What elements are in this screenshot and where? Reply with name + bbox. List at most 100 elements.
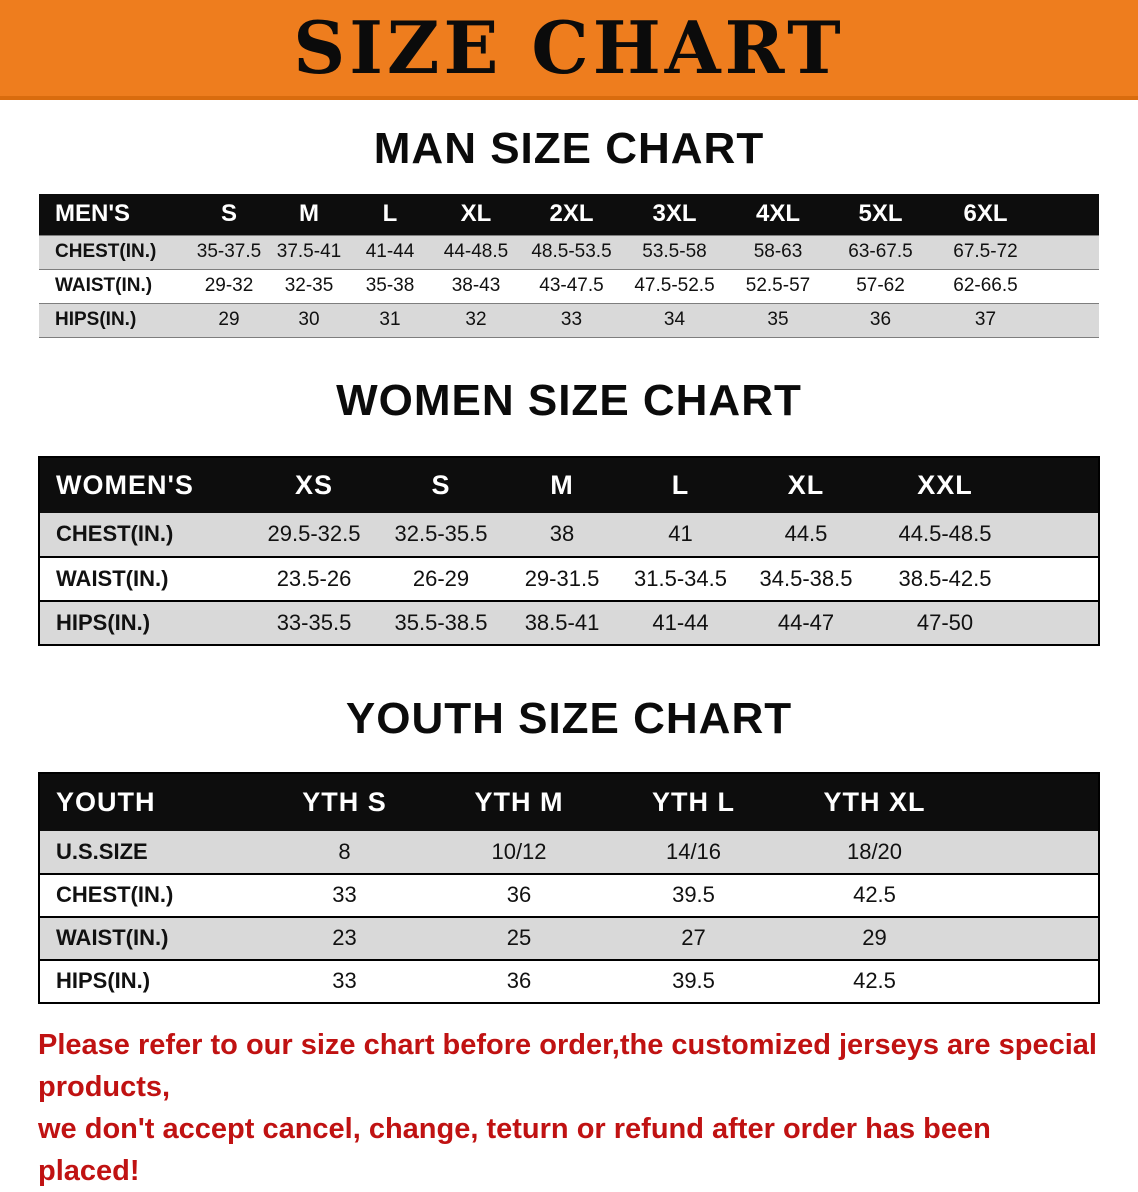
- size-value-cell: 41-44: [365, 241, 415, 262]
- column-header: 6XL: [932, 194, 1099, 235]
- table-row: HIPS(IN.) 29 30 31 32 33 34 35 36 37: [39, 303, 1099, 337]
- column-header: YTH XL: [781, 772, 1099, 831]
- table-row: WAIST(IN.) 23 25 27 29: [39, 916, 1099, 960]
- size-value-cell: 42.5: [853, 968, 896, 993]
- size-value-cell: 29: [862, 925, 887, 950]
- column-header: XXL: [872, 456, 1099, 513]
- table-title-cell: MEN'S: [39, 194, 189, 235]
- size-value-cell: 33: [560, 309, 583, 330]
- size-value-cell: 32-35: [284, 275, 334, 296]
- column-header: YTH S: [257, 772, 432, 831]
- size-value-cell: 67.5-72: [953, 241, 1018, 262]
- table-row: WAIST(IN.) 23.5-26 26-29 29-31.5 31.5-34.5 34…: [39, 556, 1099, 601]
- row-label: CHEST(IN.): [56, 521, 174, 546]
- size-value-cell: 29-31.5: [524, 565, 600, 591]
- column-header: M: [503, 456, 621, 513]
- size-value-cell: 32: [465, 309, 487, 330]
- table-row: U.S.SIZE 8 10/12 14/16 18/20: [39, 830, 1099, 874]
- size-value-cell: 41-44: [652, 609, 709, 635]
- table-header-row: YOUTH YTH S YTH M YTH L YTH XL: [39, 772, 1099, 831]
- size-value-cell: 38-43: [451, 275, 501, 296]
- size-value-cell: 30: [298, 309, 320, 330]
- table-row: CHEST(IN.) 29.5-32.5 32.5-35.5 38 41 44.5 44.5…: [39, 512, 1099, 557]
- size-value-cell: 18/20: [846, 838, 903, 864]
- size-value-cell: 58-63: [753, 241, 803, 262]
- size-value-cell: 10/12: [491, 838, 547, 864]
- table-title-cell: YOUTH: [39, 772, 257, 831]
- size-value-cell: 35: [767, 309, 789, 330]
- column-header: XL: [431, 194, 521, 235]
- size-value-cell: 33: [332, 882, 357, 907]
- size-value-cell: 42.5: [853, 882, 896, 907]
- row-label: WAIST(IN.): [56, 565, 169, 591]
- size-value-cell: 34: [663, 309, 686, 330]
- banner-title: SIZE CHART: [293, 5, 845, 90]
- men-size-table: MEN'S S M L XL 2XL 3XL 4XL 5XL 6XL CHEST(IN.) 35-37…: [39, 194, 1099, 338]
- size-value-cell: 39.5: [672, 968, 715, 993]
- size-value-cell: 63-67.5: [848, 241, 913, 262]
- table-header-row: WOMEN'S XS S M L XL XXL: [39, 456, 1099, 513]
- size-value-cell: 31: [379, 309, 401, 330]
- size-value-cell: 23.5-26: [276, 565, 352, 591]
- size-value-cell: 36: [506, 968, 532, 993]
- size-value-cell: 29: [218, 309, 240, 330]
- size-value-cell: 47.5-52.5: [634, 275, 715, 296]
- column-header: 4XL: [727, 194, 829, 235]
- table-row: HIPS(IN.) 33-35.5 35.5-38.5 38.5-41 41-44 44-…: [39, 600, 1099, 645]
- size-value-cell: 26-29: [412, 565, 470, 591]
- size-value-cell: 37: [974, 309, 997, 330]
- women-section-heading: WOMEN SIZE CHART: [336, 375, 802, 425]
- banner: SIZE CHART: [0, 0, 1138, 100]
- disclaimer-line-2: we don't accept cancel, change, teturn o…: [38, 1112, 991, 1187]
- size-value-cell: 25: [506, 925, 532, 950]
- column-header: YTH M: [432, 772, 606, 831]
- disclaimer: Please refer to our size chart before or…: [0, 1024, 1138, 1192]
- size-value-cell: 37.5-41: [276, 241, 342, 262]
- size-value-cell: 43-47.5: [539, 275, 604, 296]
- size-value-cell: 53.5-58: [642, 241, 707, 262]
- column-header: L: [621, 456, 740, 513]
- size-value-cell: 23: [332, 925, 357, 950]
- size-value-cell: 33-35.5: [276, 609, 352, 635]
- size-value-cell: 62-66.5: [953, 275, 1018, 296]
- row-label: HIPS(IN.): [56, 609, 151, 635]
- size-value-cell: 44.5-48.5: [898, 521, 992, 546]
- size-value-cell: 33: [332, 968, 357, 993]
- size-value-cell: 29-32: [204, 275, 254, 296]
- row-label: HIPS(IN.): [55, 309, 137, 330]
- size-value-cell: 36: [506, 882, 532, 907]
- row-label: CHEST(IN.): [56, 882, 174, 907]
- size-value-cell: 38.5-42.5: [898, 565, 992, 591]
- youth-section-heading: YOUTH SIZE CHART: [345, 693, 793, 743]
- row-label: CHEST(IN.): [55, 241, 157, 262]
- column-header: XS: [249, 456, 379, 513]
- men-section-heading: MAN SIZE CHART: [373, 124, 765, 173]
- row-label: HIPS(IN.): [56, 968, 151, 993]
- disclaimer-line-1: Please refer to our size chart before or…: [38, 1028, 1097, 1103]
- row-label: WAIST(IN.): [56, 925, 169, 950]
- size-value-cell: 31.5-34.5: [634, 565, 727, 591]
- size-value-cell: 35-38: [365, 275, 415, 296]
- size-value-cell: 29.5-32.5: [267, 521, 361, 546]
- table-title-cell: WOMEN'S: [39, 456, 249, 513]
- column-header: 3XL: [622, 194, 727, 235]
- table-row: CHEST(IN.) 33 36 39.5 42.5: [39, 873, 1099, 917]
- women-size-table: WOMEN'S XS S M L XL XXL CHEST(IN.) 29.5-32.5 32.5…: [38, 455, 1100, 646]
- column-header: M: [269, 194, 349, 235]
- youth-size-table: YOUTH YTH S YTH M YTH L YTH XL U.S.SIZE 8 10/12…: [38, 771, 1100, 1004]
- size-value-cell: 27: [681, 925, 706, 950]
- size-value-cell: 47-50: [916, 609, 974, 635]
- size-value-cell: 57-62: [856, 275, 905, 296]
- table-row: HIPS(IN.) 33 36 39.5 42.5: [39, 959, 1099, 1003]
- column-header: 5XL: [829, 194, 932, 235]
- size-value-cell: 52.5-57: [745, 275, 811, 296]
- column-header: XL: [740, 456, 872, 513]
- column-header: 2XL: [521, 194, 622, 235]
- size-value-cell: 44-47: [777, 609, 835, 635]
- table-header-row: MEN'S S M L XL 2XL 3XL 4XL 5XL 6XL: [39, 194, 1099, 235]
- table-row: CHEST(IN.) 35-37.5 37.5-41 41-44 44-48.5 48.5…: [39, 235, 1099, 269]
- size-value-cell: 35.5-38.5: [394, 609, 488, 635]
- column-header: S: [379, 456, 503, 513]
- row-label: WAIST(IN.): [55, 275, 153, 296]
- size-value-cell: 34.5-38.5: [759, 565, 853, 591]
